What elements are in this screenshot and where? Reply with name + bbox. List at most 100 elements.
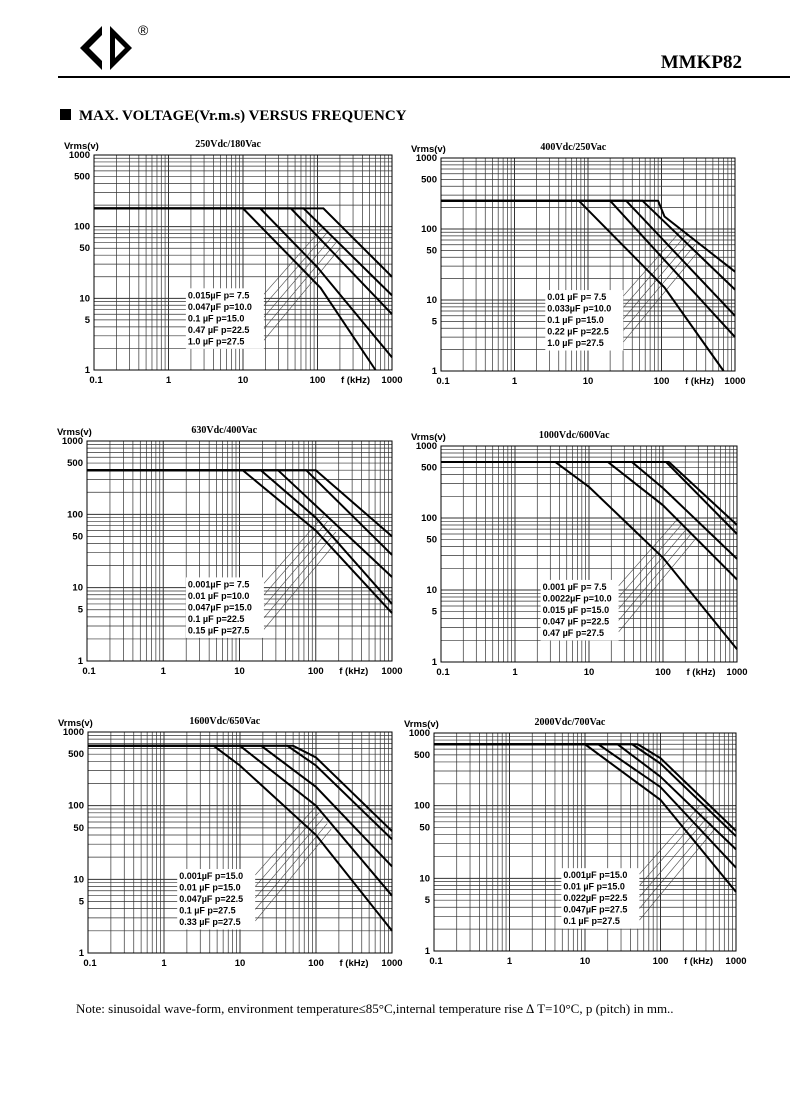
- x-tick-label: 0.1: [89, 375, 103, 386]
- legend-entry: 0.47 µF p=27.5: [543, 628, 604, 638]
- x-axis-label: f (kHz): [684, 956, 713, 967]
- plot-area: 0.001µF p=15.0 0.01 µF p=15.00.022µF p=22…: [404, 717, 747, 967]
- chart-title: 630Vdc/400Vac: [191, 425, 257, 436]
- y-tick-label: 100: [67, 509, 83, 520]
- y-axis-label: Vrms(v): [57, 427, 92, 438]
- legend-entry: 0.015µF p= 7.5: [188, 290, 249, 300]
- legend-entry: 0.22 µF p=22.5: [547, 327, 608, 337]
- x-tick-label: 10: [234, 666, 245, 677]
- x-tick-label: 1: [161, 666, 167, 677]
- y-tick-label: 100: [74, 222, 90, 233]
- y-tick-label: 10: [426, 295, 437, 306]
- series-line: [88, 744, 393, 932]
- x-tick-label: 100: [653, 956, 669, 967]
- y-tick-label: 100: [421, 224, 437, 235]
- chart-250vdc: 0.015µF p= 7.5 0.047µF p=10.0 0.1 µF p=15.…: [64, 139, 403, 386]
- y-tick-label: 500: [421, 174, 437, 185]
- plot-area: 0.015µF p= 7.5 0.047µF p=10.00.1 µF p=15.…: [64, 139, 403, 386]
- y-tick-label: 500: [67, 458, 83, 469]
- x-tick-label: 100: [655, 667, 671, 678]
- legend-entry: 0.047µF p=15.0: [188, 602, 252, 612]
- plot-area: 0.01 µF p= 7.5 0.033µF p=10.00.1 µF p=15.…: [411, 142, 746, 387]
- legend-entry: 0.1 µF p=15.0: [188, 313, 244, 323]
- footnote: Note: sinusoidal wave-form, environment …: [76, 1001, 674, 1016]
- legend-entry: 0.47 µF p=22.5: [188, 325, 249, 335]
- y-tick-label: 50: [426, 245, 437, 256]
- x-tick-label: 10: [583, 376, 594, 387]
- y-tick-label: 50: [419, 823, 430, 834]
- y-tick-label: 5: [432, 607, 438, 618]
- chart-1000vdc: 0.001 µF p= 7.5 0.0022µF p=10.0 0.015 µF p…: [411, 430, 748, 678]
- chart-1600vdc: 0.001µF p=15.0 0.01 µF p=15.0 0.047µF p=22…: [58, 716, 403, 969]
- x-tick-label: 1: [161, 958, 167, 969]
- legend-entry: 0.0022µF p=10.0: [543, 593, 612, 603]
- y-tick-label: 50: [79, 243, 90, 254]
- legend-entry: 0.047µF p=10.0: [188, 302, 252, 312]
- y-tick-label: 500: [74, 172, 90, 183]
- y-tick-label: 1: [432, 657, 438, 668]
- legend-entry: 0.001 µF p= 7.5: [543, 582, 607, 592]
- legend-entry: 1.0 µF p=27.5: [547, 338, 603, 348]
- legend-entry: 0.01 µF p=10.0: [188, 591, 249, 601]
- x-tick-label: 0.1: [429, 956, 443, 967]
- gd-logo-icon: [80, 26, 132, 70]
- x-tick-label: 1: [512, 376, 518, 387]
- x-tick-label: 0.1: [436, 376, 450, 387]
- x-axis-label: f (kHz): [686, 667, 715, 678]
- y-tick-label: 1000: [416, 441, 437, 452]
- y-axis-label: Vrms(v): [58, 718, 93, 729]
- y-tick-label: 1000: [63, 727, 84, 738]
- y-tick-label: 1: [79, 948, 85, 959]
- chart-title: 400Vdc/250Vac: [540, 142, 606, 153]
- legend-entry: 0.1 µF p=27.5: [563, 916, 619, 926]
- x-tick-label: 1000: [381, 375, 402, 386]
- x-axis-label: f (kHz): [339, 666, 368, 677]
- x-tick-label: 1000: [724, 376, 745, 387]
- y-axis-label: Vrms(v): [404, 719, 439, 730]
- x-tick-label: 100: [308, 958, 324, 969]
- x-tick-label: 10: [235, 958, 246, 969]
- x-tick-label: 10: [238, 375, 249, 386]
- x-axis-label: f (kHz): [685, 376, 714, 387]
- series-line: [94, 207, 377, 371]
- legend-entry: 0.01 µF p= 7.5: [547, 292, 606, 302]
- x-axis-label: f (kHz): [341, 375, 370, 386]
- legend-entry: 0.01 µF p=15.0: [179, 883, 240, 893]
- y-tick-label: 5: [79, 897, 85, 908]
- chart-title: 2000Vdc/700Vac: [535, 717, 606, 728]
- y-tick-label: 10: [419, 873, 430, 884]
- chart-2000vdc: 0.001µF p=15.0 0.01 µF p=15.0 0.022µF p=22…: [404, 717, 747, 967]
- legend-entry: 1.0 µF p=27.5: [188, 336, 244, 346]
- x-tick-label: 100: [308, 666, 324, 677]
- series-line: [441, 461, 738, 650]
- x-tick-label: 1000: [381, 666, 402, 677]
- chart-title: 1600Vdc/650Vac: [189, 716, 260, 727]
- x-tick-label: 1: [512, 667, 518, 678]
- y-tick-label: 1000: [409, 728, 430, 739]
- series-line: [434, 743, 737, 893]
- header-divider: [58, 76, 790, 78]
- chart-title: 1000Vdc/600Vac: [539, 430, 610, 441]
- y-axis-label: Vrms(v): [411, 432, 446, 443]
- section-title-text: MAX. VOLTAGE(Vr.m.s) VERSUS FREQUENCY: [79, 108, 407, 124]
- y-tick-label: 1000: [416, 153, 437, 164]
- model-number: MMKP82: [660, 52, 742, 73]
- y-tick-label: 5: [85, 315, 91, 326]
- plot-area: 0.001µF p=15.0 0.01 µF p=15.00.047µF p=22…: [58, 716, 403, 969]
- legend-entry: 0.01 µF p=15.0: [563, 882, 624, 892]
- registered-mark: ®: [138, 22, 149, 38]
- y-tick-label: 5: [425, 895, 431, 906]
- y-tick-label: 10: [426, 585, 437, 596]
- y-tick-label: 1000: [62, 436, 83, 447]
- x-tick-label: 1: [507, 956, 513, 967]
- y-tick-label: 1: [432, 366, 438, 377]
- x-tick-label: 10: [584, 667, 595, 678]
- legend-entry: 0.33 µF p=27.5: [179, 917, 240, 927]
- legend-entry: 0.015 µF p=15.0: [543, 605, 609, 615]
- y-tick-label: 50: [72, 531, 83, 542]
- legend-entry: 0.022µF p=22.5: [563, 893, 627, 903]
- legend-entry: 0.001µF p= 7.5: [188, 579, 249, 589]
- y-tick-label: 50: [73, 823, 84, 834]
- x-tick-label: 1000: [381, 958, 402, 969]
- legend-entry: 0.033µF p=10.0: [547, 304, 611, 314]
